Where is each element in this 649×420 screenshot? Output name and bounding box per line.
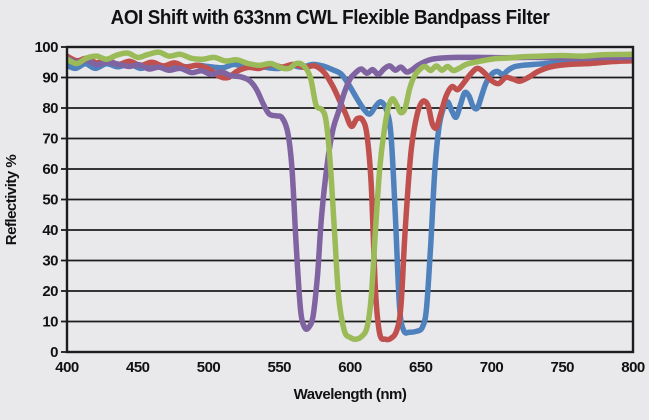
- x-tick-label-400: 400: [55, 359, 79, 376]
- y-tick-label-90: 90: [42, 70, 58, 87]
- x-tick-label-750: 750: [550, 359, 574, 376]
- x-tick-label-500: 500: [197, 359, 221, 376]
- y-tick-label-30: 30: [42, 253, 58, 270]
- axis-ticks: [61, 46, 67, 353]
- y-tick-label-0: 0: [50, 344, 58, 361]
- x-tick-label-650: 650: [409, 359, 433, 376]
- y-tick-label-10: 10: [42, 314, 58, 331]
- x-tick-label-550: 550: [267, 359, 291, 376]
- x-tick-label-700: 700: [480, 359, 504, 376]
- y-axis-title: Reflectivity %: [3, 155, 20, 246]
- purple-curve: [67, 54, 633, 332]
- y-tick-label-40: 40: [42, 222, 58, 239]
- y-tick-label-20: 20: [42, 283, 58, 300]
- axis-labels: 0 10 20 30 40 50 60 70 80 90 100 400 450 500 550 600 650…: [34, 39, 645, 376]
- x-axis-title: Wavelength (nm): [294, 386, 407, 403]
- y-tick-label-80: 80: [42, 100, 58, 117]
- y-tick-label-100: 100: [34, 39, 58, 56]
- y-tick-label-60: 60: [42, 161, 58, 178]
- x-tick-label-800: 800: [621, 359, 645, 376]
- chart-title: AOI Shift with 633nm CWL Flexible Bandpa…: [110, 7, 550, 29]
- series-curves: [67, 49, 633, 343]
- x-tick-label-600: 600: [338, 359, 362, 376]
- y-tick-label-70: 70: [42, 131, 58, 148]
- y-tick-label-50: 50: [42, 192, 58, 209]
- x-tick-label-450: 450: [126, 359, 150, 376]
- green-curve: [67, 49, 633, 342]
- red-curve: [67, 53, 633, 343]
- gridlines: [67, 76, 633, 323]
